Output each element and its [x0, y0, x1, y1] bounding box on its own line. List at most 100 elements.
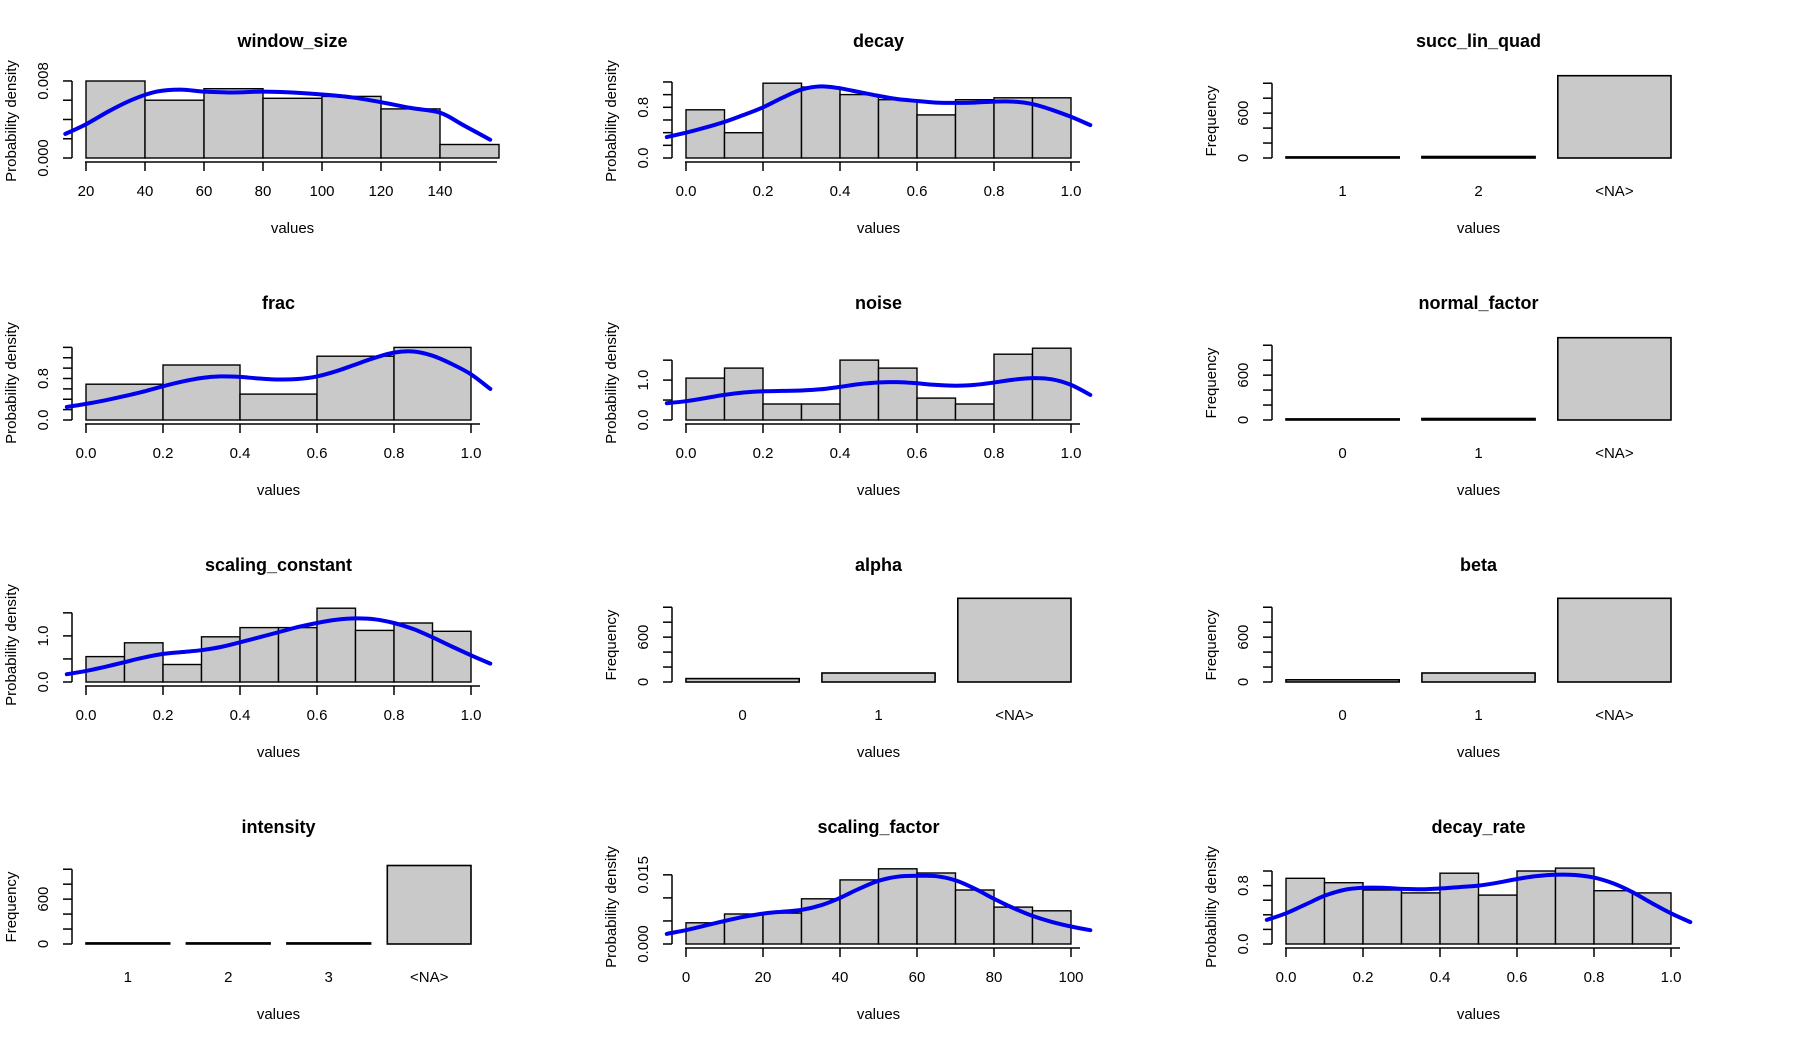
x-axis-label: values — [857, 744, 900, 761]
histogram-bar — [262, 97, 323, 159]
y-tick-label: 600 — [35, 887, 52, 912]
frequency-bar — [1421, 417, 1536, 421]
histogram-bar — [1477, 894, 1518, 945]
y-axis-label: Probability density — [3, 584, 20, 706]
x-tick-label: 100 — [309, 183, 334, 200]
x-axis-label: values — [1457, 220, 1500, 237]
frequency-bar — [821, 672, 936, 683]
category-label: 1 — [1474, 445, 1482, 462]
chart-svg-decay: decay Probability density values 0.0 0.8 0.0 0… — [603, 31, 1093, 237]
y-axis-label: Probability density — [1203, 846, 1220, 968]
x-tick-label: 0.4 — [830, 183, 851, 200]
frequency-bar — [386, 864, 472, 945]
histogram-bar — [916, 872, 957, 945]
x-tick-label: 140 — [427, 183, 452, 200]
histogram-bar — [239, 393, 318, 421]
y-tick-label: 0.0 — [635, 148, 652, 169]
x-tick-label: 100 — [1058, 969, 1083, 986]
category-label: 1 — [874, 707, 882, 724]
histogram-bar — [762, 912, 803, 945]
chart-svg-beta: beta Frequency values 0 600 0 1 <NA> — [1203, 555, 1672, 761]
density-curve — [64, 616, 493, 677]
plot-scaling-constant: scaling_constant Probability density value… — [0, 524, 600, 786]
y-tick-label: 600 — [635, 625, 652, 650]
x-tick-label: 1.0 — [1061, 445, 1082, 462]
x-tick-label: 0 — [682, 969, 690, 986]
density-curve — [1264, 872, 1693, 925]
histogram-bar — [439, 143, 500, 159]
density-curve — [664, 376, 1093, 406]
chart-svg-normal-factor: normal_factor Frequency values 0 600 0 1 <NA> — [1203, 293, 1672, 499]
x-tick-label: 0.4 — [830, 445, 851, 462]
category-label: <NA> — [995, 707, 1034, 724]
y-tick-label: 1.0 — [35, 625, 52, 646]
density-curve — [664, 84, 1093, 140]
frequency-bar — [1285, 156, 1400, 159]
histogram-bars — [85, 607, 472, 683]
histogram-bar — [380, 108, 441, 159]
x-axis-label: values — [1457, 744, 1500, 761]
histogram-bar — [877, 367, 918, 421]
x-tick-label: 0.8 — [1584, 969, 1605, 986]
x-tick-label: 0.4 — [230, 707, 251, 724]
x-tick-label: 0.8 — [984, 445, 1005, 462]
category-label: 2 — [224, 969, 232, 986]
histogram-bar — [1516, 870, 1557, 945]
plot-title: window_size — [236, 31, 347, 51]
category-label: 1 — [1338, 183, 1346, 200]
plot-title: scaling_factor — [817, 817, 939, 837]
x-tick-label: 0.2 — [753, 445, 774, 462]
y-tick-label: 0 — [35, 940, 52, 948]
histogram-bar — [1593, 889, 1634, 945]
x-tick-label: 0.8 — [384, 445, 405, 462]
x-tick-label: 0.6 — [1507, 969, 1528, 986]
plot-window-size: window_size Probability density values 0.00… — [0, 0, 600, 262]
density-curve — [664, 873, 1093, 936]
chart-svg-succ-lin-quad: succ_lin_quad Frequency values 0 600 1 2 <NA> — [1203, 31, 1672, 237]
y-tick-label: 0.0 — [635, 410, 652, 431]
histogram-bar — [877, 868, 918, 945]
plot-title: noise — [855, 293, 902, 313]
frequency-bar — [1285, 418, 1400, 421]
plot-intensity: intensity Frequency values 0 600 1 2 3 <NA> — [0, 786, 600, 1048]
histogram-bar — [1554, 867, 1595, 945]
frequency-bars — [685, 597, 1072, 683]
histogram-bar — [1362, 889, 1403, 945]
x-tick-label: 1.0 — [461, 707, 482, 724]
histogram-bar — [800, 86, 841, 159]
x-axis-label: values — [271, 220, 314, 237]
frequency-bars — [85, 864, 472, 945]
y-tick-label: 1.0 — [635, 370, 652, 391]
category-label: 0 — [1338, 707, 1346, 724]
y-axis-label: Frequency — [1203, 347, 1220, 418]
histogram-bar — [354, 629, 395, 683]
histogram-bar — [762, 403, 803, 421]
chart-svg-scaling-constant: scaling_constant Probability density value… — [3, 555, 493, 761]
histogram-bar — [954, 889, 995, 945]
x-tick-label: 80 — [255, 183, 272, 200]
frequency-bar — [1556, 74, 1672, 159]
plot-scaling-factor: scaling_factor Probability density values 0… — [600, 786, 1200, 1048]
histogram-bar — [162, 364, 241, 421]
histogram-bar — [277, 626, 318, 683]
plot-beta: beta Frequency values 0 600 0 1 <NA> — [1200, 524, 1800, 786]
plot-title: decay_rate — [1431, 817, 1525, 837]
y-axis-label: Probability density — [603, 60, 620, 182]
y-axis-label: Frequency — [1203, 609, 1220, 680]
category-label: 2 — [1474, 183, 1482, 200]
histogram-bar — [993, 97, 1034, 159]
y-tick-label: 0.0 — [35, 410, 52, 431]
y-tick-label: 0.015 — [635, 856, 652, 894]
chart-svg-decay-rate: decay_rate Probability density values 0.0 0.… — [1203, 817, 1693, 1023]
histogram-bar — [954, 403, 995, 421]
x-tick-label: 20 — [78, 183, 95, 200]
histogram-bar — [1439, 872, 1480, 945]
x-tick-label: 0.4 — [230, 445, 251, 462]
y-tick-label: 0 — [1235, 154, 1252, 162]
histogram-bar — [203, 87, 264, 159]
x-tick-label: 60 — [196, 183, 213, 200]
y-tick-label: 0.008 — [35, 62, 52, 100]
plot-frac: frac Probability density values 0.0 0.8 0.0 0.… — [0, 262, 600, 524]
y-axis-label: Frequency — [603, 609, 620, 680]
